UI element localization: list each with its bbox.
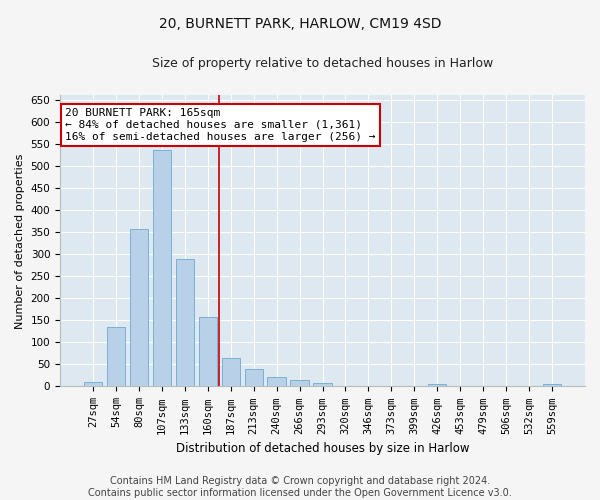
Bar [221, 358, 240, 386]
Bar [428, 384, 446, 386]
Text: 20, BURNETT PARK, HARLOW, CM19 4SD: 20, BURNETT PARK, HARLOW, CM19 4SD [159, 18, 441, 32]
Bar [290, 380, 309, 386]
Bar [313, 384, 332, 386]
Text: Contains HM Land Registry data © Crown copyright and database right 2024.
Contai: Contains HM Land Registry data © Crown c… [88, 476, 512, 498]
Bar [84, 382, 102, 386]
Bar [153, 150, 171, 386]
Bar [245, 369, 263, 386]
Bar [176, 258, 194, 386]
Title: Size of property relative to detached houses in Harlow: Size of property relative to detached ho… [152, 58, 493, 70]
Text: 20 BURNETT PARK: 165sqm
← 84% of detached houses are smaller (1,361)
16% of semi: 20 BURNETT PARK: 165sqm ← 84% of detache… [65, 108, 376, 142]
Bar [268, 376, 286, 386]
Bar [130, 228, 148, 386]
Bar [107, 327, 125, 386]
Bar [199, 317, 217, 386]
Bar [543, 384, 561, 386]
Y-axis label: Number of detached properties: Number of detached properties [15, 153, 25, 328]
X-axis label: Distribution of detached houses by size in Harlow: Distribution of detached houses by size … [176, 442, 469, 455]
